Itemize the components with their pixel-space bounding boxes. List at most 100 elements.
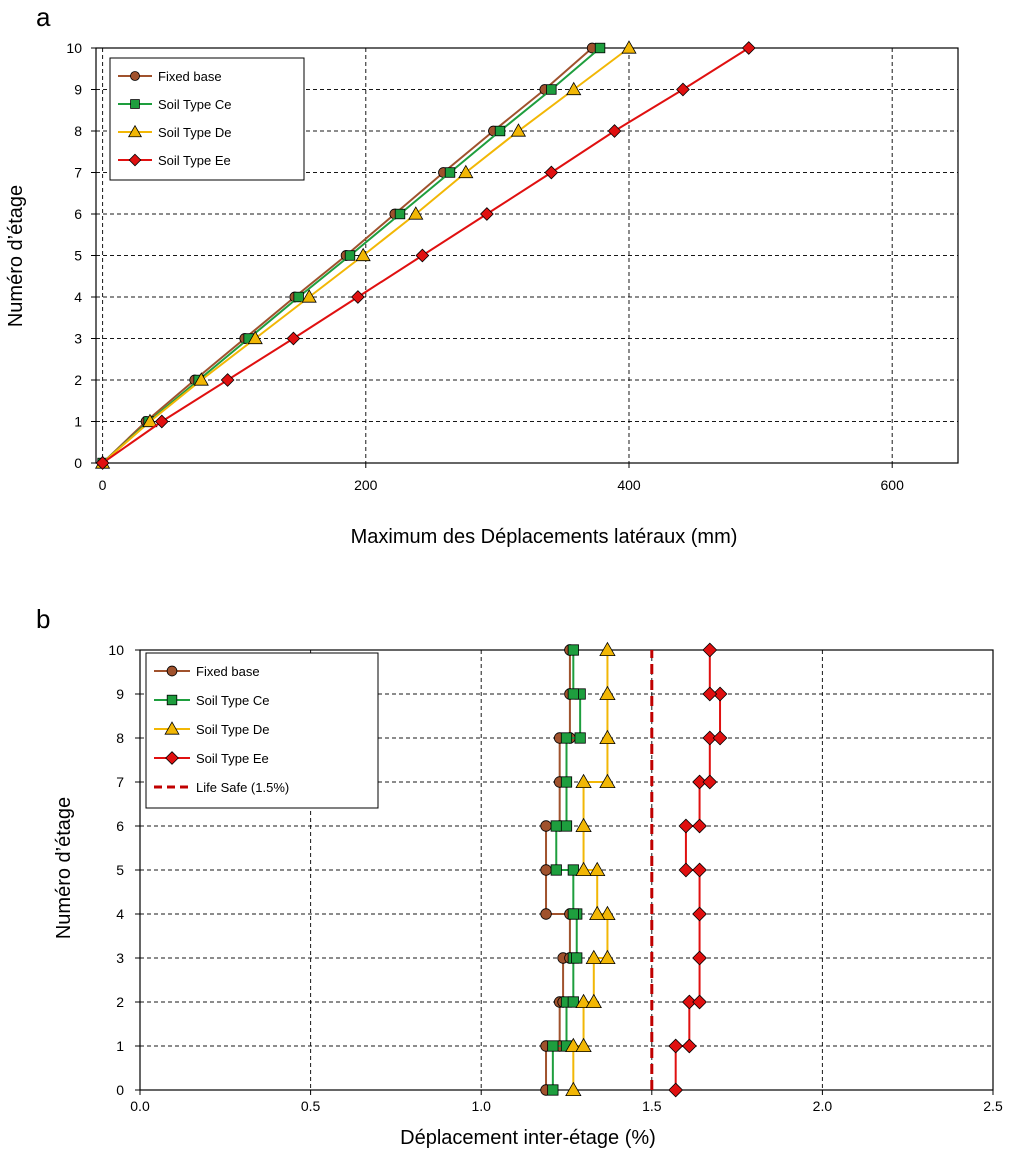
legend-marker xyxy=(166,694,178,706)
legend-marker xyxy=(164,721,180,735)
data-point xyxy=(494,125,506,137)
y-tick-label: 4 xyxy=(116,906,124,922)
data-point xyxy=(154,414,169,429)
data-point xyxy=(293,291,304,303)
x-tick-label: 400 xyxy=(617,477,641,493)
x-axis-title-a: Maximum des Déplacements latéraux (mm) xyxy=(351,526,738,548)
legend-label: Fixed base xyxy=(196,664,260,679)
y-tick-label: 2 xyxy=(74,372,82,388)
legend-a: Fixed base Soil Type Ce Soil Type De Soil T… xyxy=(109,57,305,181)
data-point xyxy=(712,686,728,702)
legend-marker xyxy=(130,99,140,109)
data-point xyxy=(599,641,616,657)
chart-panel-a: a Maximum des Déplacements latéraux (mm)… xyxy=(5,2,959,548)
y-tick-label: 6 xyxy=(116,818,124,834)
x-tick-label: 2.5 xyxy=(983,1098,1003,1114)
data-point xyxy=(574,732,586,744)
data-point xyxy=(571,952,583,964)
data-point xyxy=(567,996,579,1008)
series-b xyxy=(540,641,728,1098)
data-point xyxy=(692,906,707,922)
data-point xyxy=(544,165,559,180)
data-point xyxy=(712,730,728,746)
data-point xyxy=(585,949,602,965)
data-point xyxy=(599,949,616,965)
x-tick-label: 600 xyxy=(881,477,905,493)
x-tick-label: 0.0 xyxy=(130,1098,150,1114)
x-tick-label: 2.0 xyxy=(813,1098,833,1114)
data-point xyxy=(193,372,209,386)
data-point xyxy=(585,993,602,1009)
y-tick-label: 2 xyxy=(116,994,124,1010)
y-tick-label: 6 xyxy=(74,206,82,222)
y-tick-label: 10 xyxy=(66,40,82,56)
data-point xyxy=(286,331,301,346)
x-tick-label: 1.5 xyxy=(642,1098,662,1114)
y-tick-label: 8 xyxy=(116,730,124,746)
data-point xyxy=(692,950,707,966)
data-point xyxy=(575,773,592,789)
data-point xyxy=(594,42,606,54)
data-point xyxy=(444,167,456,178)
data-point xyxy=(408,206,424,220)
data-point xyxy=(692,774,707,790)
data-point xyxy=(560,732,573,744)
data-point xyxy=(599,685,616,701)
y-tick-label: 7 xyxy=(116,774,124,790)
panel-label-a: a xyxy=(36,2,51,32)
data-point xyxy=(560,776,573,788)
data-point xyxy=(95,456,110,470)
legend-marker xyxy=(130,71,140,81)
y-tick-label: 3 xyxy=(74,331,82,347)
data-point xyxy=(546,84,557,95)
data-point xyxy=(681,994,697,1010)
data-point xyxy=(741,41,756,55)
chart-panel-b: b Déplacement inter-étage (%) Numéro d’é… xyxy=(36,604,1003,1149)
data-point xyxy=(458,164,474,179)
data-point xyxy=(142,413,158,428)
data-point xyxy=(567,864,579,876)
y-tick-label: 7 xyxy=(74,165,82,181)
x-tick-label: 0 xyxy=(99,477,107,493)
y-tick-label: 1 xyxy=(116,1038,124,1054)
data-point xyxy=(668,1038,684,1054)
data-point xyxy=(479,207,494,221)
data-point xyxy=(599,773,616,789)
x-axis-title-b: Déplacement inter-étage (%) xyxy=(400,1127,656,1149)
data-point xyxy=(668,1082,684,1098)
data-point xyxy=(575,817,592,833)
legend-label: Soil Type Ce xyxy=(196,693,269,708)
data-point xyxy=(560,820,573,832)
data-point xyxy=(599,905,616,921)
legend-marker xyxy=(166,665,178,677)
data-point xyxy=(575,1037,592,1053)
legend-marker xyxy=(127,124,143,138)
data-point xyxy=(678,862,694,878)
data-point xyxy=(702,730,718,746)
ticks-a: 0 1 2 3 4 5 6 7 8 9 10 0 200 400 600 xyxy=(66,40,904,493)
data-point xyxy=(355,247,371,262)
x-tick-label: 200 xyxy=(354,477,378,493)
legend-label: Soil Type De xyxy=(158,125,231,140)
legend-box xyxy=(145,652,379,809)
data-point xyxy=(351,290,365,304)
y-axis-title-b: Numéro d’étage xyxy=(53,797,75,939)
data-point xyxy=(344,250,356,261)
legend-label: Fixed base xyxy=(158,69,222,84)
data-point xyxy=(692,818,707,834)
data-point xyxy=(394,208,406,220)
y-tick-label: 0 xyxy=(116,1082,124,1098)
y-tick-label: 5 xyxy=(74,248,82,264)
x-tick-label: 1.0 xyxy=(471,1098,491,1114)
y-tick-label: 0 xyxy=(74,455,82,471)
data-point xyxy=(681,1038,697,1054)
y-tick-label: 3 xyxy=(116,950,124,966)
data-point xyxy=(692,994,707,1010)
data-point xyxy=(565,1081,582,1097)
data-point xyxy=(676,82,690,97)
y-axis-title-a: Numéro d’étage xyxy=(5,185,27,327)
y-tick-label: 4 xyxy=(74,289,82,305)
data-point xyxy=(540,864,552,876)
data-point xyxy=(607,124,622,138)
